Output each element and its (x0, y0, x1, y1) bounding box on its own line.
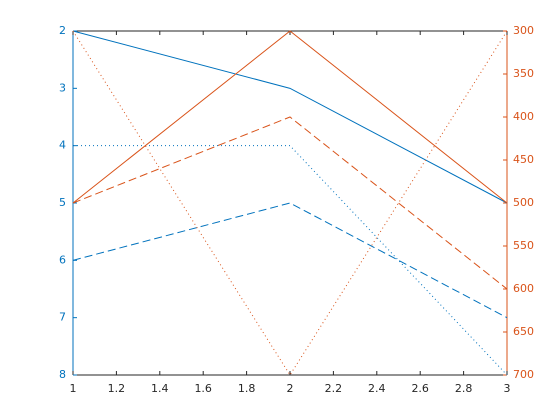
x-tick-label: 1.4 (151, 382, 169, 395)
series-line (72, 30, 508, 204)
y2-tick-label: 400 (513, 110, 534, 123)
x-tick-label: 3 (504, 382, 511, 395)
y-tick-label: 8 (59, 368, 66, 381)
x-tick-label: 2.2 (325, 382, 343, 395)
y-tick-label: 2 (59, 24, 66, 37)
x-tick-label: 1 (70, 382, 77, 395)
y-tick-label: 7 (59, 311, 66, 324)
series-line (72, 30, 508, 204)
x-tick-label: 1.6 (194, 382, 212, 395)
series-line (72, 202, 508, 319)
y-tick-label: 6 (59, 253, 66, 266)
x-tick-label: 1.8 (238, 382, 256, 395)
y2-tick-label: 350 (513, 67, 534, 80)
y2-tick-label: 500 (513, 196, 534, 209)
y2-tick-label: 600 (513, 282, 534, 295)
y2-tick-label: 650 (513, 325, 534, 338)
y-tick-label: 3 (59, 81, 66, 94)
y2-tick-label: 700 (513, 368, 534, 381)
y-tick-label: 5 (59, 196, 66, 209)
x-tick-label: 1.2 (108, 382, 126, 395)
y-tick-label: 4 (59, 139, 66, 152)
x-tick-label: 2 (287, 382, 294, 395)
x-tick-label: 2.8 (455, 382, 473, 395)
series-line (72, 30, 508, 376)
y2-tick-label: 300 (513, 24, 534, 37)
x-tick-label: 2.6 (411, 382, 429, 395)
series-line (73, 145, 508, 376)
y2-tick-label: 450 (513, 153, 534, 166)
series-line (72, 116, 508, 290)
x-tick-label: 2.4 (368, 382, 386, 395)
y2-tick-label: 550 (513, 239, 534, 252)
